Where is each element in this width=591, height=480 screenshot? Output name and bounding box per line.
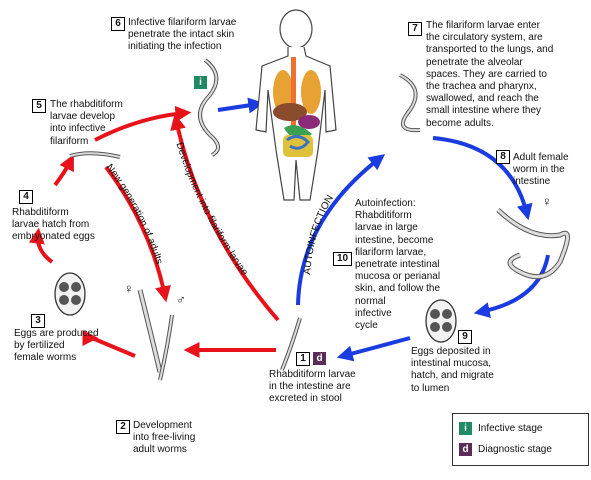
adult-male-free-living-inner [159,314,173,381]
step-3-number: 3 [31,314,45,328]
legend-diagnostic-label: Diagnostic stage [478,444,552,455]
step-4-text: Rhabditiform larvae hatch from embryonat… [12,207,95,243]
larva-rhabditiform-5-inner [69,152,121,158]
step-3-text: Eggs are produced by fertilized female w… [14,328,99,364]
arrow-3-to-4 [28,227,54,264]
female-symbol-parasitic: ♀ [542,194,552,209]
arrow-autoinfection [296,154,386,306]
larva-filariform-top-inner [199,59,219,156]
legend: i Infective stage d Diagnostic stage [452,413,589,466]
arrow-9-to-1 [336,336,411,362]
step-10-text: Autoinfection: Rhabditiform larvae in la… [355,198,441,331]
step-2-number: 2 [116,420,130,434]
step-8-number: 8 [496,150,510,164]
egg-step-3 [54,272,86,316]
legend-infective-badge: i [459,422,472,435]
human-host-figure [255,9,337,201]
step-2-text: Development into free-living adult worms [133,420,196,456]
legend-diagnostic-badge: d [459,443,472,456]
step-5-text: The rhabditiform larvae develop into inf… [50,99,123,147]
arrow-6-to-host [217,97,265,114]
infective-stage-badge: i [194,76,207,89]
step-7-number: 7 [408,22,422,36]
arc-label-autoinfection: AUTOINFECTION [302,193,336,275]
male-symbol-free-living: ♂ [176,292,186,307]
larva-filariform-lungs-inner [399,74,421,132]
arc-label-new-generation: New generation of adults [104,162,165,265]
step-7-text: The filariform larvae enter the circulat… [426,20,554,129]
female-symbol-free-living: ♀ [124,281,134,296]
step-1-number: 1 [296,352,310,366]
arrow-7-to-8 [432,136,533,221]
egg-step-9 [425,299,457,343]
arrow-development [170,113,280,322]
step-9-text: Eggs deposited in intestinal mucosa, hat… [411,346,494,394]
arrow-4-to-5 [53,154,74,187]
adult-female-free-living-inner [138,289,162,373]
step-6-text: Infective filariform larvae penetrate th… [128,17,237,53]
step-8-text: Adult female worm in the intestine [513,152,569,188]
step-5-number: 5 [32,99,46,113]
arc-label-development: Development into filariform larvae [173,141,250,278]
legend-infective-label: Infective stage [478,423,543,434]
step-1-text: Rhabditiform larvae in the intestine are… [269,369,356,405]
step-9-number: 9 [458,330,472,344]
arrow-2-to-3 [86,334,136,358]
step-6-number: 6 [111,17,125,31]
larva-rhabditiform-1-inner [281,317,301,371]
adult-female-worm-inner [496,208,569,279]
step-10-number: 10 [333,252,352,266]
arrow-8-to-9 [473,254,550,318]
diagnostic-stage-badge: d [313,352,326,365]
arrow-newgen [104,165,171,303]
step-4-number: 4 [19,190,33,204]
